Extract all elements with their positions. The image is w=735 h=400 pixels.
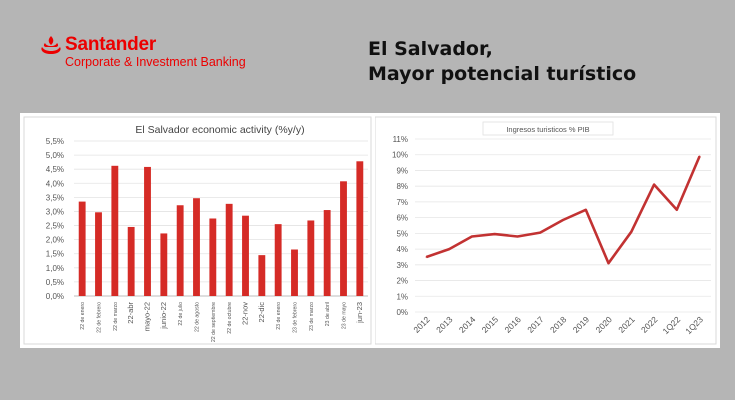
bar-y-tick-label: 0,5% <box>46 278 64 287</box>
line-point <box>448 248 450 250</box>
line-y-tick-label: 10% <box>392 151 408 160</box>
bar-x-tick-label: 22-nov <box>241 302 250 325</box>
page-title-line2: Mayor potencial turístico <box>368 63 637 85</box>
bar-x-tick-label: jun-23 <box>355 302 364 324</box>
line-y-tick-label: 8% <box>396 182 408 191</box>
flame-icon <box>41 36 61 54</box>
line-point <box>698 155 701 158</box>
bar <box>340 181 347 296</box>
bar-x-tick-label: 22 de septiembre <box>211 302 217 342</box>
bar <box>127 226 135 296</box>
line-point <box>676 208 678 211</box>
bar-y-tick-label: 4,0% <box>46 179 64 188</box>
bar-x-tick-label: 23 de abril <box>325 302 331 326</box>
bar-y-tick-label: 2,0% <box>46 236 64 245</box>
bar-chart: El Salvador economic activity (%y/y) 0,0%… <box>23 116 372 345</box>
bar-x-tick-label: 23 de marzo <box>309 302 315 331</box>
line-point <box>607 262 610 265</box>
bar-y-tick-label: 2,5% <box>46 222 64 231</box>
bar-y-tick-label: 1,0% <box>46 264 64 273</box>
bar-y-tick-label: 0,0% <box>46 292 64 301</box>
bar-x-tick-label: 22 de julio <box>178 302 184 326</box>
bar-x-tick-label: mayo-22 <box>143 302 152 331</box>
line-point <box>562 219 564 221</box>
line-point <box>584 208 587 211</box>
bar-x-tick-label: 22 de febrero <box>97 302 103 333</box>
line-y-tick-label: 4% <box>396 245 408 254</box>
bar <box>242 215 249 296</box>
bar <box>356 161 364 296</box>
bar-x-tick-label: 23 de enero <box>276 302 282 330</box>
bar-x-tick-label: 22-dic <box>257 302 266 323</box>
header: Santander Corporate & Investment Banking… <box>0 0 735 110</box>
line-y-tick-label: 5% <box>396 229 408 238</box>
bar-x-tick-label: 22-abr <box>126 302 135 324</box>
line-point <box>493 233 496 235</box>
bar-y-tick-label: 1,5% <box>46 250 64 259</box>
line-y-tick-label: 2% <box>396 277 408 286</box>
bar-x-tick-label: junio-22 <box>159 302 168 330</box>
bar-x-tick-label: 22 de agosto <box>195 302 201 332</box>
line-point <box>471 235 473 238</box>
line-y-tick-label: 9% <box>396 166 408 175</box>
line-y-tick-label: 11% <box>393 135 408 144</box>
bar-y-tick-label: 3,5% <box>46 193 64 202</box>
bar-chart-title: El Salvador economic activity (%y/y) <box>135 124 304 136</box>
bar <box>160 233 168 296</box>
bar <box>274 224 282 296</box>
line-point <box>539 231 542 234</box>
line-y-tick-label: 0% <box>396 308 408 317</box>
bar <box>144 166 151 296</box>
line-point <box>516 235 519 238</box>
bar-y-tick-label: 4,5% <box>46 165 64 174</box>
brand-name: Santander <box>65 34 157 55</box>
bar-x-tick-label: 23 de febrero <box>293 302 299 333</box>
page-title: El Salvador, Mayor potencial turístico <box>368 37 636 87</box>
bar <box>95 212 102 296</box>
line-chart-title: Ingresos turisticos % PIB <box>506 125 589 134</box>
bar-x-tick-label: 22 de octubre <box>227 302 233 334</box>
page-title-line1: El Salvador, <box>368 38 493 60</box>
line-point <box>630 230 633 233</box>
bar-y-tick-label: 5,0% <box>46 151 64 160</box>
bar <box>323 210 331 296</box>
line-y-tick-label: 1% <box>396 292 408 301</box>
bar-y-tick-label: 3,0% <box>46 207 64 216</box>
line-point <box>425 256 428 258</box>
bar <box>225 203 233 296</box>
bar-y-tick-label: 5,5% <box>46 137 64 146</box>
bar <box>291 249 298 296</box>
bar <box>193 198 200 296</box>
bar <box>258 255 266 296</box>
bar-x-tick-label: 22 de enero <box>80 302 86 330</box>
santander-logo: Santander Corporate & Investment Banking <box>40 34 246 69</box>
line-point <box>653 183 655 186</box>
line-y-tick-label: 6% <box>396 214 408 223</box>
line-chart: Ingresos turisticos % PIB 0% 1% 2% 3% 4% 5% 6% 7… <box>375 116 717 345</box>
bar <box>111 165 119 296</box>
brand-subtitle: Corporate & Investment Banking <box>65 55 246 69</box>
bar-x-tick-label: 22 de marzo <box>113 302 119 331</box>
line-y-tick-label: 3% <box>396 261 408 270</box>
bar <box>209 218 217 296</box>
line-chart-title-box <box>482 121 614 136</box>
charts-panel: El Salvador economic activity (%y/y) 0,0%… <box>20 113 720 348</box>
bar-x-tick-label: 23 de mayo <box>342 302 348 329</box>
line-y-tick-label: 7% <box>396 198 408 207</box>
bar <box>78 201 86 296</box>
bar <box>307 220 315 296</box>
bar <box>176 205 184 296</box>
